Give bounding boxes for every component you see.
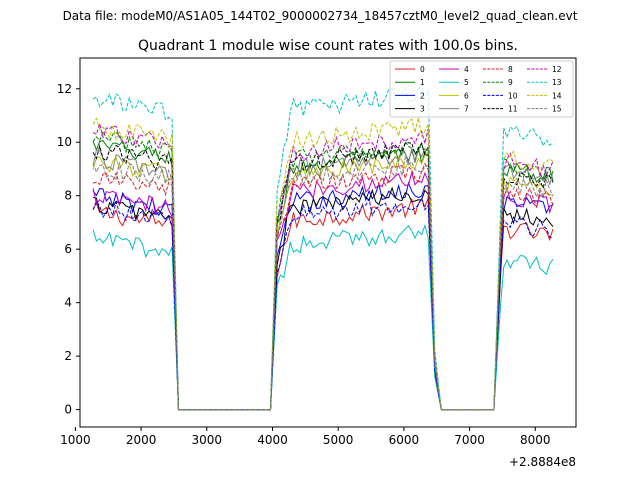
series-line-9 xyxy=(92,130,554,411)
series-line-3 xyxy=(93,186,554,411)
legend-label-0: 0 xyxy=(420,65,425,74)
series-line-15 xyxy=(92,155,554,411)
legend-label-6: 6 xyxy=(464,91,469,100)
x-tick-label: 6000 xyxy=(389,433,420,447)
legend-label-4: 4 xyxy=(464,65,469,74)
legend-label-1: 1 xyxy=(420,78,425,87)
legend-label-14: 14 xyxy=(552,91,562,100)
x-tick-label: 7000 xyxy=(454,433,485,447)
series-line-10 xyxy=(92,196,554,411)
y-tick-label: 8 xyxy=(64,189,72,203)
series-line-2 xyxy=(92,181,554,411)
legend-label-9: 9 xyxy=(508,78,513,87)
x-tick-label: 2000 xyxy=(126,433,157,447)
series-line-0 xyxy=(92,197,554,411)
series-line-6 xyxy=(92,151,554,411)
x-tick-label: 1000 xyxy=(60,433,91,447)
series-line-14 xyxy=(92,117,554,411)
x-tick-label: 3000 xyxy=(192,433,223,447)
series-line-11 xyxy=(92,141,554,411)
y-axis: 0 2 4 6 8 10 12 xyxy=(57,82,80,417)
x-tick-label: 8000 xyxy=(520,433,551,447)
legend-label-5: 5 xyxy=(464,78,469,87)
legend-box xyxy=(389,60,574,118)
y-tick-label: 6 xyxy=(64,242,72,256)
legend-label-7: 7 xyxy=(464,105,469,114)
x-axis: 1000 2000 3000 4000 5000 6000 7000 8000 xyxy=(60,427,551,447)
series-line-8 xyxy=(92,162,554,411)
legend-label-8: 8 xyxy=(508,65,513,74)
chart-title: Quadrant 1 module wise count rates with … xyxy=(138,38,518,54)
legend-label-3: 3 xyxy=(420,105,425,114)
series-layer xyxy=(92,85,554,411)
legend-label-11: 11 xyxy=(508,105,518,114)
x-tick-label: 4000 xyxy=(257,433,288,447)
y-tick-label: 0 xyxy=(64,403,72,417)
plot-area-frame xyxy=(79,57,577,428)
x-tick-label: 5000 xyxy=(323,433,354,447)
legend-label-15: 15 xyxy=(552,105,562,114)
chart-suptitle: Data file: modeM0/AS1A05_144T02_90000027… xyxy=(63,9,578,23)
y-tick-label: 12 xyxy=(57,82,72,96)
legend-label-2: 2 xyxy=(420,91,425,100)
y-tick-label: 10 xyxy=(57,135,72,149)
y-tick-label: 2 xyxy=(64,349,72,363)
series-line-5 xyxy=(92,224,554,411)
legend-label-12: 12 xyxy=(552,65,562,74)
y-tick-label: 4 xyxy=(64,296,72,310)
legend-label-13: 13 xyxy=(552,78,562,87)
legend-label-10: 10 xyxy=(508,91,518,100)
x-axis-offset-label: +2.8884e8 xyxy=(509,455,576,469)
